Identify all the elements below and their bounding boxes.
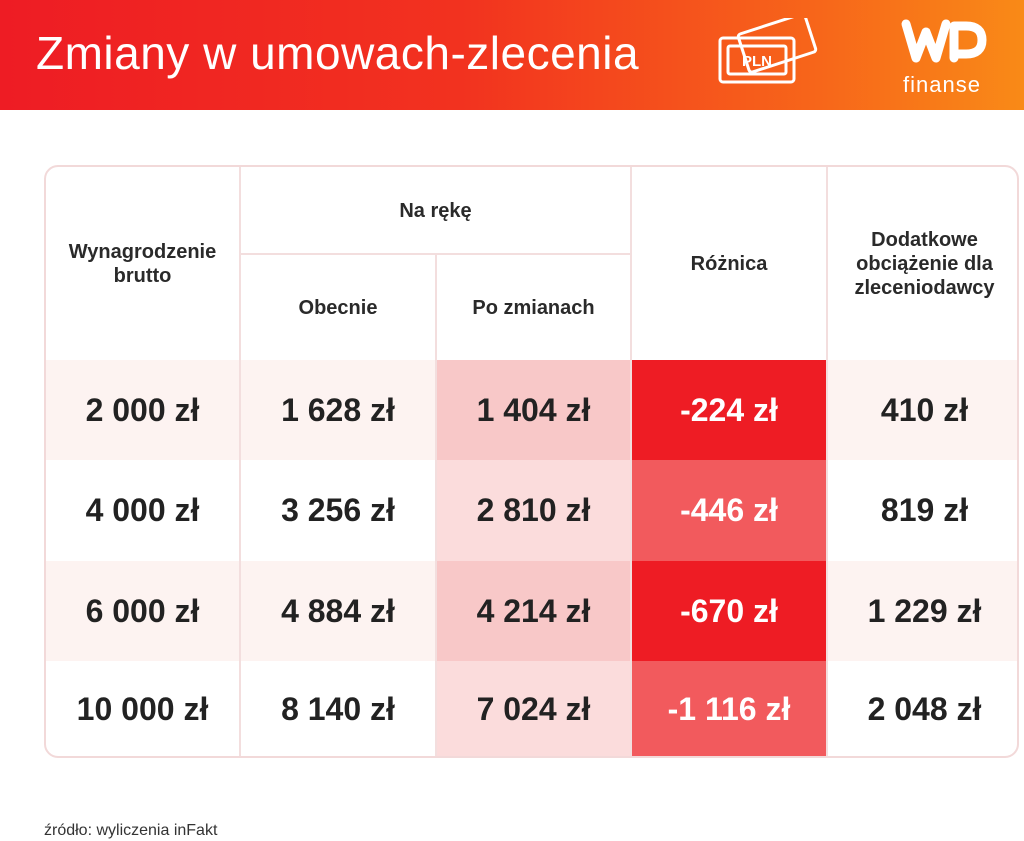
header-after: Po zmianach bbox=[472, 296, 595, 319]
header-banner: Zmiany w umowach-zlecenia PLN finanse bbox=[0, 0, 1024, 110]
source-note: źródło: wyliczenia inFakt bbox=[44, 822, 218, 839]
header-current: Obecnie bbox=[298, 296, 378, 319]
money-bill-icon: PLN bbox=[718, 18, 818, 84]
grid-line bbox=[826, 167, 828, 756]
cell-extra-cost: 819 zł bbox=[880, 492, 969, 528]
grid-line bbox=[239, 167, 241, 756]
cell-current: 1 628 zł bbox=[281, 391, 395, 428]
cell-difference: -670 zł bbox=[680, 592, 778, 629]
cell-difference: -224 zł bbox=[680, 391, 778, 428]
header-difference: Różnica bbox=[690, 252, 768, 275]
header-extra-cost: Dodatkowe obciążenie dla zleceniodawcy bbox=[854, 228, 995, 299]
grid-line bbox=[630, 167, 632, 756]
cell-difference: -446 zł bbox=[680, 492, 778, 528]
after-bg-3 bbox=[435, 561, 631, 661]
wp-finanse-logo: finanse bbox=[892, 14, 992, 97]
header-net-group: Na rękę bbox=[399, 200, 472, 222]
cell-current: 3 256 zł bbox=[281, 492, 395, 528]
logo-text: finanse bbox=[903, 72, 981, 97]
cell-gross: 4 000 zł bbox=[85, 492, 200, 528]
difference-bg-3 bbox=[631, 561, 826, 661]
after-bg-4 bbox=[435, 661, 631, 756]
cell-extra-cost: 2 048 zł bbox=[867, 691, 982, 727]
after-bg-2 bbox=[435, 460, 631, 561]
page-title: Zmiany w umowach-zlecenia bbox=[36, 27, 640, 79]
cell-gross: 6 000 zł bbox=[85, 592, 200, 629]
cell-gross: 10 000 zł bbox=[76, 691, 209, 727]
difference-bg-2 bbox=[631, 460, 826, 561]
cell-gross: 2 000 zł bbox=[85, 391, 200, 428]
cell-extra-cost: 410 zł bbox=[880, 391, 969, 428]
comparison-table: Wynagrodzenie brutto Na rękę Obecnie Po … bbox=[44, 165, 1019, 758]
cell-extra-cost: 1 229 zł bbox=[867, 592, 982, 629]
cell-current: 4 884 zł bbox=[281, 592, 395, 629]
cell-after: 4 214 zł bbox=[476, 592, 591, 629]
difference-bg-4 bbox=[631, 661, 826, 756]
grid-line bbox=[435, 255, 437, 756]
cell-difference: -1 116 zł bbox=[667, 691, 791, 727]
grid-line bbox=[240, 253, 630, 255]
cell-current: 8 140 zł bbox=[281, 691, 395, 727]
cell-after: 2 810 zł bbox=[476, 492, 591, 528]
header-gross: Wynagrodzenie brutto bbox=[68, 240, 217, 287]
after-bg-1 bbox=[435, 360, 631, 460]
difference-bg-1 bbox=[631, 360, 826, 460]
cell-after: 7 024 zł bbox=[476, 691, 591, 727]
cell-after: 1 404 zł bbox=[476, 391, 591, 428]
money-bill-label: PLN bbox=[742, 53, 772, 70]
wp-logo-icon bbox=[901, 19, 987, 63]
